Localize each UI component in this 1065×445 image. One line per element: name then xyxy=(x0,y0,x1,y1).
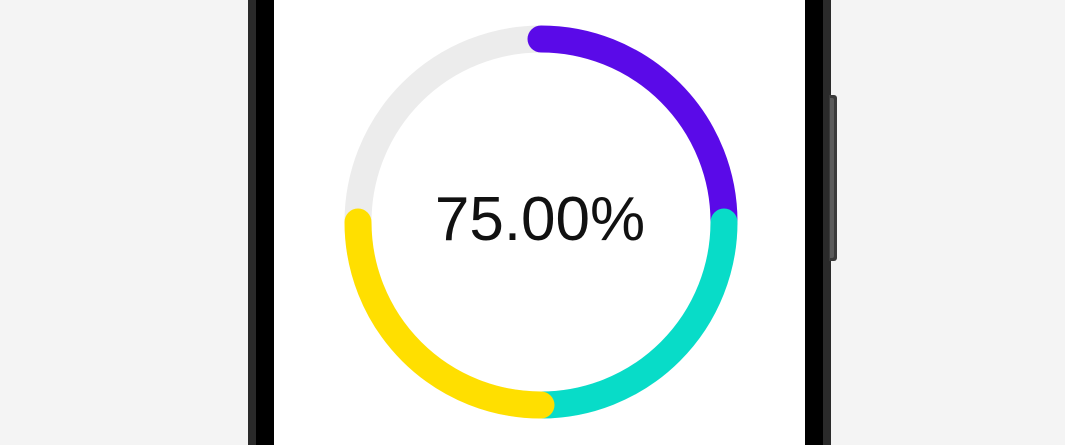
progress-segment-yellow xyxy=(344,208,555,419)
progress-ring-segments xyxy=(344,25,738,419)
progress-segment-teal xyxy=(527,208,738,419)
phone-side-button-highlight xyxy=(830,98,834,258)
progress-percent-label: 75.00% xyxy=(434,185,646,254)
progress-segment-purple xyxy=(527,25,738,236)
